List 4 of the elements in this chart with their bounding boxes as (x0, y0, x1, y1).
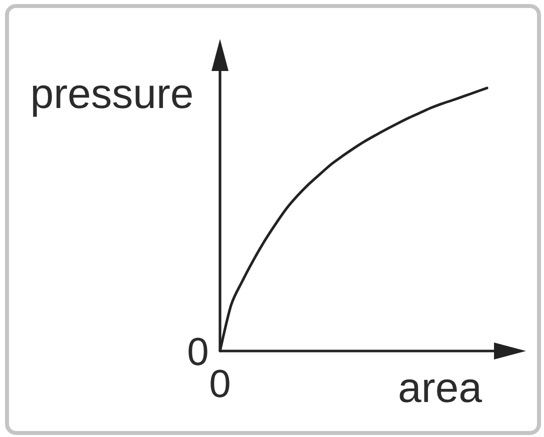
y-axis-title: pressure (33, 85, 192, 117)
text: 0 (188, 338, 208, 366)
x-axis-title: area (400, 379, 482, 402)
text: 0 (210, 370, 230, 398)
